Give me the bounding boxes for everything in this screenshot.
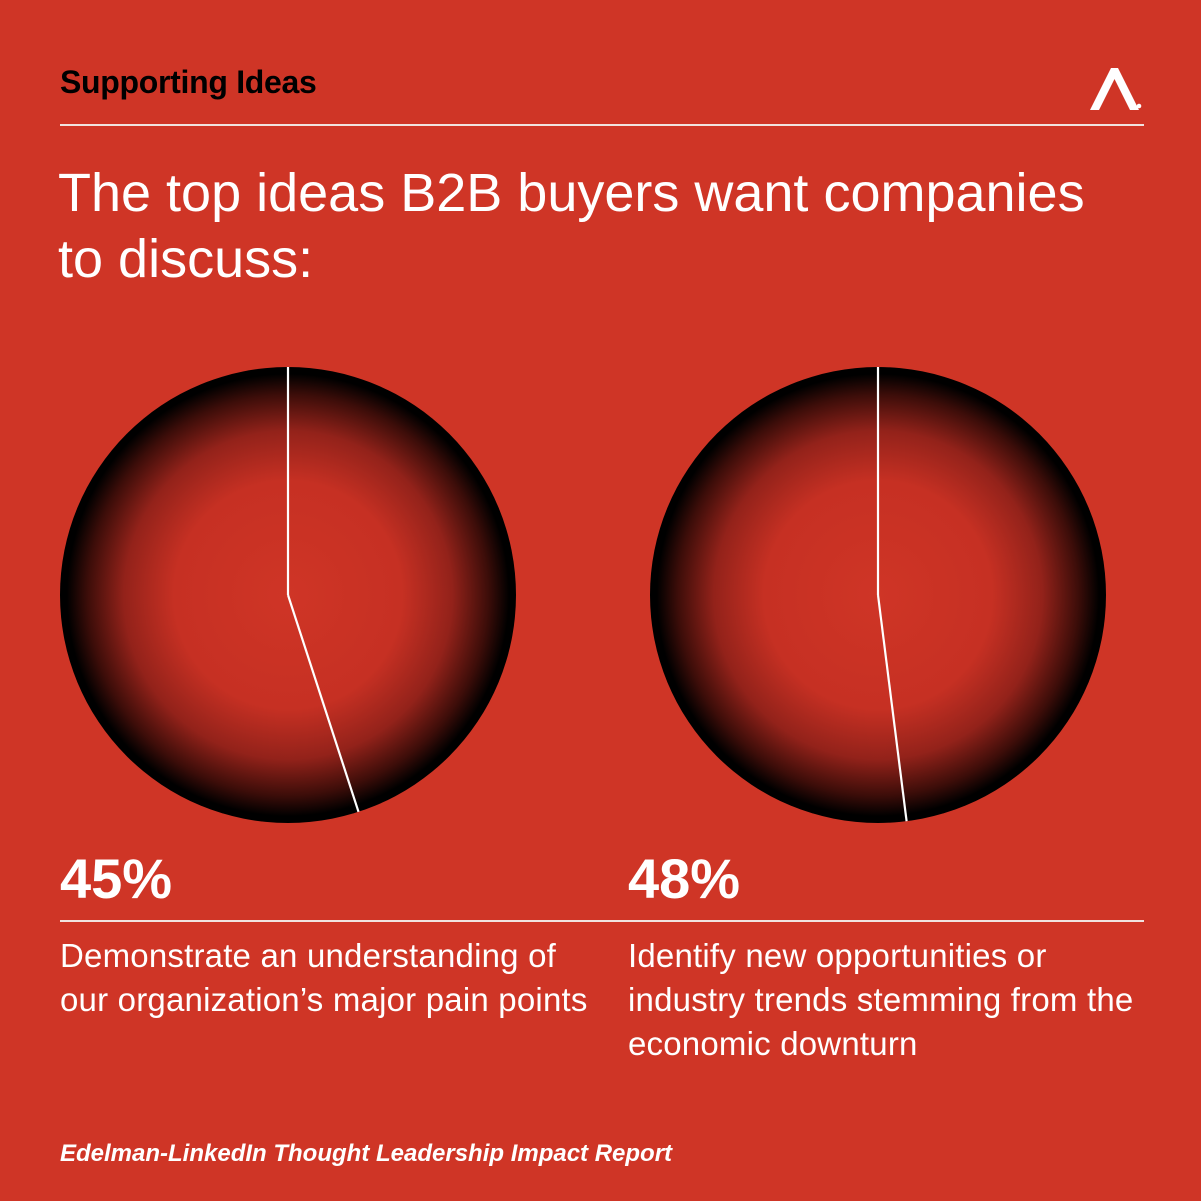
- headline: The top ideas B2B buyers want companies …: [58, 163, 1085, 289]
- stat-value-1: 45%: [60, 847, 173, 910]
- header-divider: [60, 124, 1144, 126]
- pie-chart-1: [60, 367, 516, 823]
- pie-1-slice-divider-2: [286, 594, 360, 813]
- pie-2-slice-divider-2: [876, 594, 908, 822]
- pie-chart-2: [650, 367, 1106, 823]
- source-citation: Edelman-LinkedIn Thought Leadership Impa…: [60, 1140, 673, 1167]
- stat-value-2: 48%: [628, 847, 741, 910]
- stats-divider: [60, 920, 1144, 922]
- section-title: Supporting Ideas: [60, 64, 317, 100]
- stat-label-1: Demonstrate an understanding of our orga…: [60, 937, 588, 1018]
- stat-label-2: Identify new opportunities or industry t…: [628, 937, 1134, 1062]
- edelman-a-logo-icon: [1090, 68, 1142, 110]
